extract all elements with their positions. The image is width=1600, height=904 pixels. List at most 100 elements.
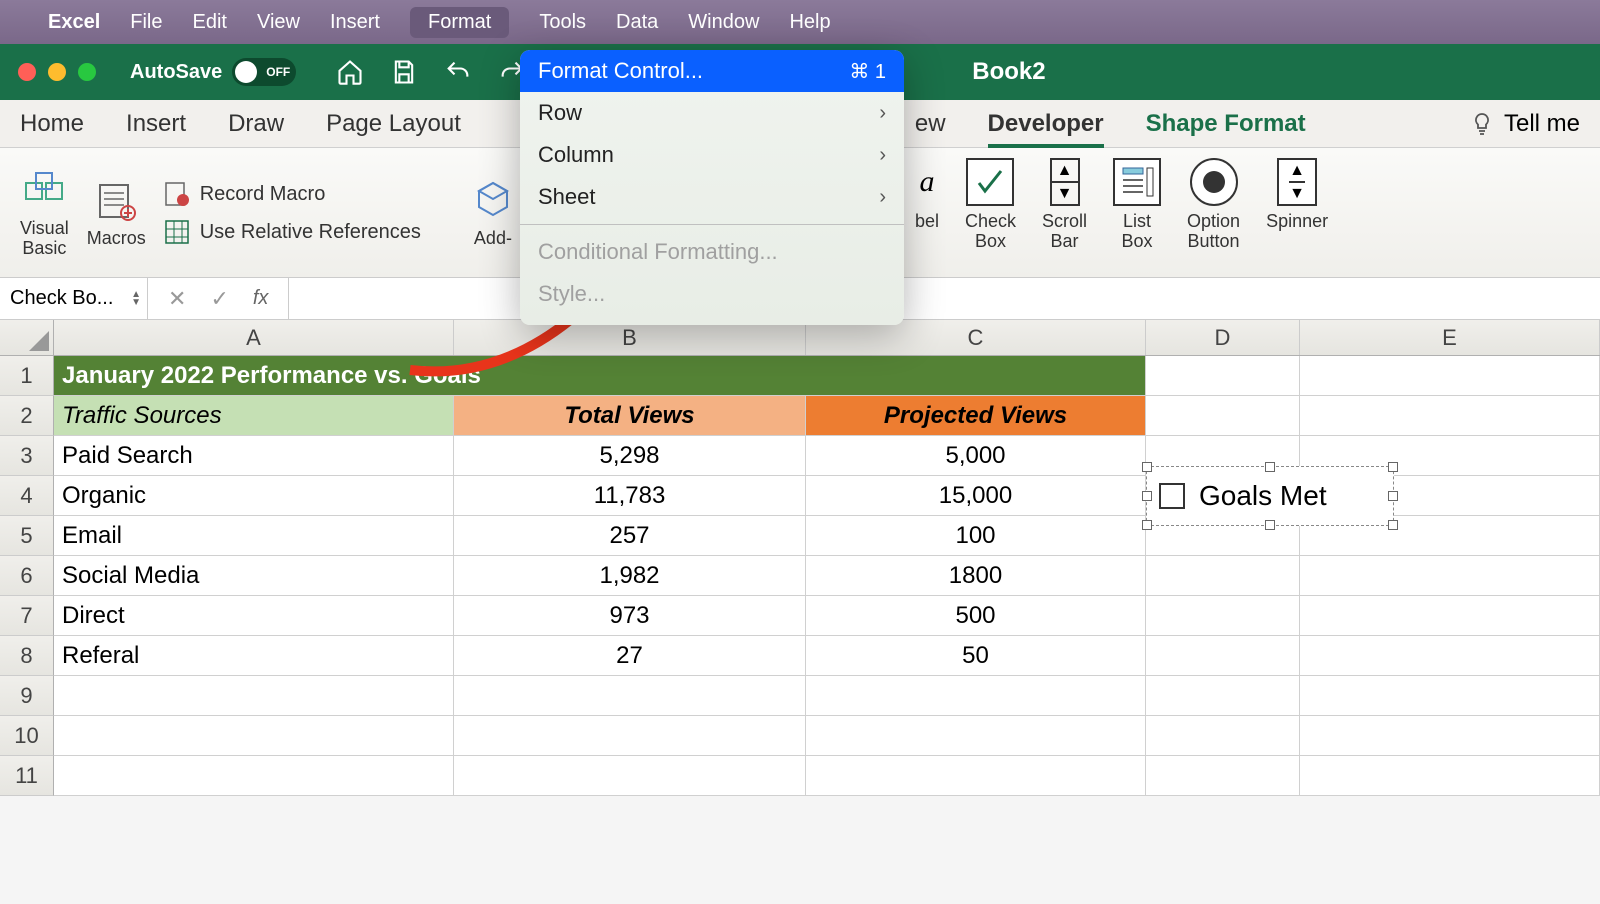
cell-e1[interactable]	[1300, 356, 1600, 396]
cell-d10[interactable]	[1146, 716, 1300, 756]
row-header-5[interactable]: 5	[0, 516, 54, 556]
row-header-11[interactable]: 11	[0, 756, 54, 796]
cell-b4[interactable]: 11,783	[454, 476, 806, 516]
checkbox-box[interactable]	[1159, 483, 1185, 509]
name-box[interactable]: Check Bo... ▲▼	[0, 278, 148, 319]
tab-home[interactable]: Home	[20, 110, 84, 138]
toggle-switch[interactable]: OFF	[232, 58, 296, 86]
col-header-a[interactable]: A	[54, 320, 454, 355]
goals-met-checkbox[interactable]: Goals Met	[1146, 466, 1394, 526]
menu-item-row[interactable]: Row›	[520, 92, 904, 134]
cell-a10[interactable]	[54, 716, 454, 756]
checkbox-control-button[interactable]: Check Box	[965, 158, 1016, 252]
select-all-corner[interactable]	[0, 320, 54, 355]
cell-c11[interactable]	[806, 756, 1146, 796]
spinner-control-button[interactable]: ▲▼ Spinner	[1266, 158, 1328, 232]
tab-truncated[interactable]: ew	[915, 110, 946, 138]
cell-e2[interactable]	[1300, 396, 1600, 436]
col-header-e[interactable]: E	[1300, 320, 1600, 355]
menubar-format[interactable]: Format	[410, 7, 509, 38]
tab-insert[interactable]: Insert	[126, 110, 186, 138]
resize-handle[interactable]	[1142, 491, 1152, 501]
row-header-2[interactable]: 2	[0, 396, 54, 436]
cell-a5[interactable]: Email	[54, 516, 454, 556]
resize-handle[interactable]	[1388, 520, 1398, 530]
cell-a6[interactable]: Social Media	[54, 556, 454, 596]
cell-e11[interactable]	[1300, 756, 1600, 796]
menubar-tools[interactable]: Tools	[539, 11, 586, 34]
minimize-button[interactable]	[48, 63, 66, 81]
menubar-edit[interactable]: Edit	[193, 11, 227, 34]
cell-c3[interactable]: 5,000	[806, 436, 1146, 476]
menubar-view[interactable]: View	[257, 11, 300, 34]
cell-a3[interactable]: Paid Search	[54, 436, 454, 476]
tab-draw[interactable]: Draw	[228, 110, 284, 138]
cell-d6[interactable]	[1146, 556, 1300, 596]
visual-basic-button[interactable]: Visual Basic	[20, 158, 69, 268]
tell-me[interactable]: Tell me	[1470, 110, 1580, 138]
resize-handle[interactable]	[1388, 462, 1398, 472]
cell-a8[interactable]: Referal	[54, 636, 454, 676]
label-partial[interactable]: a bel	[915, 158, 939, 232]
resize-handle[interactable]	[1265, 462, 1275, 472]
cell-c9[interactable]	[806, 676, 1146, 716]
fx-label[interactable]: fx	[253, 287, 269, 310]
cell-a9[interactable]	[54, 676, 454, 716]
cell-e9[interactable]	[1300, 676, 1600, 716]
cell-e6[interactable]	[1300, 556, 1600, 596]
cell-c2[interactable]: Projected Views	[806, 396, 1146, 436]
cell-b6[interactable]: 1,982	[454, 556, 806, 596]
resize-handle[interactable]	[1142, 462, 1152, 472]
cell-d2[interactable]	[1146, 396, 1300, 436]
cell-c7[interactable]: 500	[806, 596, 1146, 636]
maximize-button[interactable]	[78, 63, 96, 81]
relative-refs-button[interactable]: Use Relative References	[164, 219, 421, 245]
name-box-spinner[interactable]: ▲▼	[131, 291, 141, 307]
cell-b5[interactable]: 257	[454, 516, 806, 556]
macros-button[interactable]: Macros	[87, 158, 146, 268]
cell-c8[interactable]: 50	[806, 636, 1146, 676]
menubar-help[interactable]: Help	[789, 11, 830, 34]
row-header-8[interactable]: 8	[0, 636, 54, 676]
cell-e7[interactable]	[1300, 596, 1600, 636]
menu-item-column[interactable]: Column›	[520, 134, 904, 176]
menubar-app[interactable]: Excel	[48, 11, 100, 34]
cell-b3[interactable]: 5,298	[454, 436, 806, 476]
resize-handle[interactable]	[1142, 520, 1152, 530]
tab-page-layout[interactable]: Page Layout	[326, 110, 461, 138]
listbox-control-button[interactable]: List Box	[1113, 158, 1161, 252]
addins-button[interactable]: Add-	[469, 158, 517, 268]
formula-input[interactable]	[288, 278, 1600, 319]
tab-developer[interactable]: Developer	[988, 110, 1104, 138]
cell-e8[interactable]	[1300, 636, 1600, 676]
resize-handle[interactable]	[1388, 491, 1398, 501]
menubar-window[interactable]: Window	[688, 11, 759, 34]
row-header-3[interactable]: 3	[0, 436, 54, 476]
tab-shape-format[interactable]: Shape Format	[1146, 110, 1306, 138]
cell-b10[interactable]	[454, 716, 806, 756]
cell-a7[interactable]: Direct	[54, 596, 454, 636]
row-header-10[interactable]: 10	[0, 716, 54, 756]
cell-a2[interactable]: Traffic Sources	[54, 396, 454, 436]
menu-item-sheet[interactable]: Sheet›	[520, 176, 904, 218]
home-icon[interactable]	[336, 58, 364, 86]
cell-c5[interactable]: 100	[806, 516, 1146, 556]
cell-c4[interactable]: 15,000	[806, 476, 1146, 516]
undo-icon[interactable]	[444, 58, 472, 86]
cell-d8[interactable]	[1146, 636, 1300, 676]
menubar-file[interactable]: File	[130, 11, 162, 34]
cell-a11[interactable]	[54, 756, 454, 796]
cell-b9[interactable]	[454, 676, 806, 716]
save-icon[interactable]	[390, 58, 418, 86]
row-header-6[interactable]: 6	[0, 556, 54, 596]
col-header-c[interactable]: C	[806, 320, 1146, 355]
menu-item-format-control-[interactable]: Format Control...⌘ 1	[520, 50, 904, 92]
row-header-1[interactable]: 1	[0, 356, 54, 396]
autosave-toggle[interactable]: AutoSave OFF	[130, 58, 296, 86]
confirm-icon[interactable]: ✓	[210, 286, 228, 312]
cell-a4[interactable]: Organic	[54, 476, 454, 516]
cell-d11[interactable]	[1146, 756, 1300, 796]
cell-a1[interactable]: January 2022 Performance vs. Goals	[54, 356, 1146, 396]
menubar-data[interactable]: Data	[616, 11, 658, 34]
menubar-insert[interactable]: Insert	[330, 11, 380, 34]
